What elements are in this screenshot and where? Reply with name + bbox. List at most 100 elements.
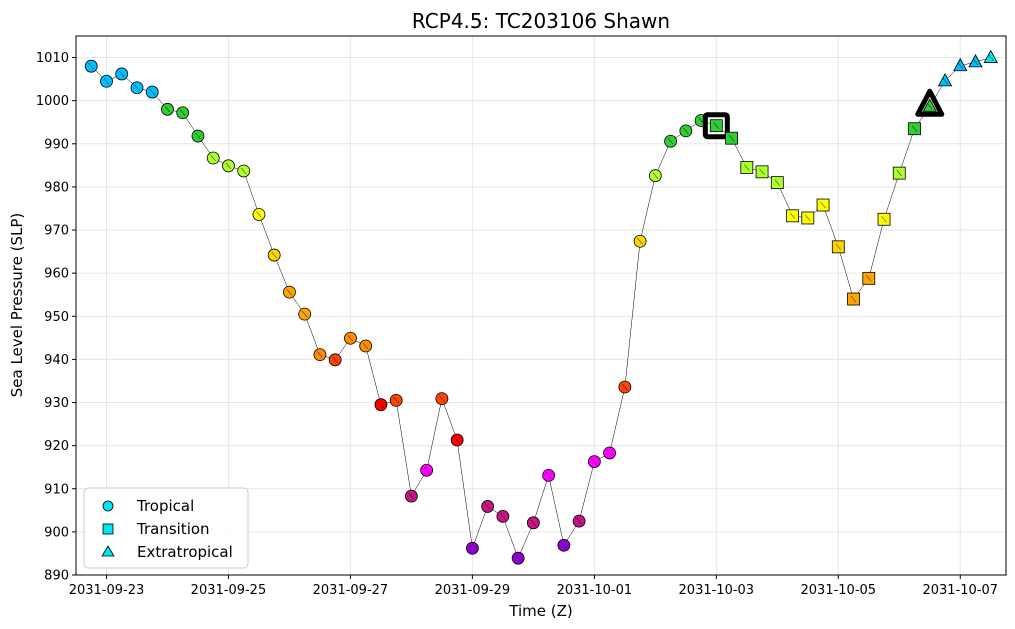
wind-direction-tick bbox=[332, 356, 338, 364]
chart-title: RCP4.5: TC203106 Shawn bbox=[412, 9, 670, 33]
extratropical-point bbox=[922, 98, 937, 112]
y-tick-label: 970 bbox=[44, 224, 69, 239]
wind-direction-tick bbox=[119, 70, 125, 78]
wind-direction-tick bbox=[347, 335, 354, 342]
wind-direction-tick bbox=[576, 517, 582, 525]
wind-direction-tick bbox=[667, 138, 674, 145]
y-tick-label: 960 bbox=[44, 267, 69, 282]
extratropical-point bbox=[983, 49, 998, 63]
wind-direction-tick bbox=[896, 169, 903, 177]
y-tick-label: 900 bbox=[44, 525, 69, 540]
legend-box bbox=[83, 487, 249, 569]
y-axis-label: Sea Level Pressure (SLP) bbox=[8, 213, 26, 398]
wind-direction-tick bbox=[820, 201, 826, 209]
x-tick-label: 2031-09-29 bbox=[435, 583, 511, 598]
wind-direction-tick bbox=[911, 125, 918, 132]
legend-transition-marker bbox=[102, 523, 114, 535]
plot-frame bbox=[75, 35, 1007, 576]
wind-direction-tick bbox=[423, 467, 430, 474]
wind-direction-tick bbox=[225, 162, 232, 169]
x-tick-label: 2031-09-27 bbox=[313, 583, 389, 598]
legend: Tropical Transition Extratropical bbox=[83, 487, 249, 569]
y-tick-label: 940 bbox=[44, 353, 69, 368]
wind-direction-tick bbox=[774, 179, 781, 186]
wind-direction-tick bbox=[515, 554, 521, 562]
wind-direction-tick bbox=[652, 172, 659, 179]
legend-transition-label: Transition bbox=[136, 520, 210, 538]
wind-direction-tick bbox=[972, 58, 979, 66]
wind-direction-tick bbox=[439, 395, 445, 402]
slp-track-line bbox=[91, 57, 991, 559]
wind-direction-tick bbox=[713, 122, 720, 129]
x-axis: 2031-09-23 2031-09-25 2031-09-27 2031-09-29… bbox=[69, 575, 998, 598]
wind-direction-tick bbox=[301, 310, 308, 318]
wind-direction-tick bbox=[454, 436, 460, 444]
wind-direction-tick bbox=[744, 164, 750, 171]
wind-direction-tick bbox=[484, 503, 491, 510]
wind-direction-tick bbox=[164, 106, 171, 113]
wind-direction-tick bbox=[622, 383, 628, 391]
wind-direction-tick bbox=[362, 342, 369, 350]
wind-direction-tick bbox=[988, 54, 994, 61]
wind-direction-tick bbox=[850, 295, 857, 303]
wind-direction-tick bbox=[530, 519, 537, 527]
x-tick-label: 2031-10-07 bbox=[922, 583, 998, 598]
y-tick-label: 930 bbox=[44, 396, 69, 411]
highlight-square-marker bbox=[702, 112, 730, 140]
wind-direction-tick bbox=[134, 84, 140, 91]
wind-direction-tick bbox=[606, 449, 613, 457]
wind-direction-tick bbox=[240, 167, 247, 175]
wind-direction-tick bbox=[927, 103, 933, 110]
x-tick-label: 2031-10-01 bbox=[557, 583, 633, 598]
wind-direction-tick bbox=[637, 238, 643, 245]
legend-extratropical-label: Extratropical bbox=[137, 543, 233, 561]
wind-direction-tick bbox=[683, 127, 689, 135]
wind-direction-tick bbox=[789, 212, 796, 220]
wind-direction-tick bbox=[103, 78, 110, 85]
y-tick-label: 990 bbox=[44, 137, 69, 152]
x-tick-label: 2031-09-25 bbox=[191, 583, 267, 598]
grid-lines bbox=[76, 36, 1006, 576]
wind-direction-tick bbox=[698, 117, 704, 124]
extratropical-point bbox=[937, 73, 953, 87]
wind-direction-tick bbox=[149, 88, 155, 96]
wind-direction-tick bbox=[393, 397, 399, 404]
wind-direction-tick bbox=[286, 288, 293, 296]
wind-direction-tick bbox=[805, 214, 811, 222]
wind-direction-tick bbox=[408, 492, 415, 500]
legend-extratropical-marker bbox=[101, 545, 115, 557]
wind-direction-tick bbox=[500, 513, 506, 520]
wind-direction-tick bbox=[835, 243, 842, 251]
legend-tropical-label: Tropical bbox=[136, 497, 194, 515]
y-tick-label: 920 bbox=[44, 439, 69, 454]
wind-direction-tick bbox=[378, 401, 384, 408]
x-tick-label: 2031-10-05 bbox=[801, 583, 877, 598]
wind-direction-tick bbox=[88, 62, 94, 70]
wind-direction-tick bbox=[469, 545, 476, 552]
wind-direction-tick bbox=[195, 132, 201, 140]
wind-direction-tick bbox=[545, 472, 552, 479]
extratropical-point bbox=[953, 57, 968, 72]
wind-direction-tick bbox=[866, 275, 872, 282]
wind-direction-tick bbox=[271, 251, 277, 259]
wind-direction-tick bbox=[561, 542, 567, 549]
wind-direction-tick bbox=[942, 77, 948, 85]
wind-direction-tick bbox=[256, 211, 262, 218]
highlight-triangle-marker bbox=[915, 88, 945, 117]
y-tick-label: 890 bbox=[44, 569, 69, 584]
x-tick-label: 2031-09-23 bbox=[69, 583, 145, 598]
extratropical-point bbox=[968, 54, 983, 68]
wind-direction-tick bbox=[728, 135, 735, 142]
y-axis: 890 900 910 920 930 940 950 960 970 980 990 1000 101… bbox=[36, 51, 76, 584]
y-tick-label: 980 bbox=[44, 180, 69, 195]
wind-direction-tick bbox=[881, 216, 887, 223]
y-tick-label: 950 bbox=[44, 310, 69, 325]
x-tick-label: 2031-10-03 bbox=[679, 583, 755, 598]
wind-direction-tick bbox=[210, 154, 216, 162]
y-tick-label: 910 bbox=[44, 482, 69, 497]
wind-direction-tick bbox=[759, 168, 765, 176]
wind-direction-tick bbox=[317, 351, 323, 358]
data-markers bbox=[84, 49, 998, 565]
wind-direction-tick bbox=[591, 458, 598, 465]
